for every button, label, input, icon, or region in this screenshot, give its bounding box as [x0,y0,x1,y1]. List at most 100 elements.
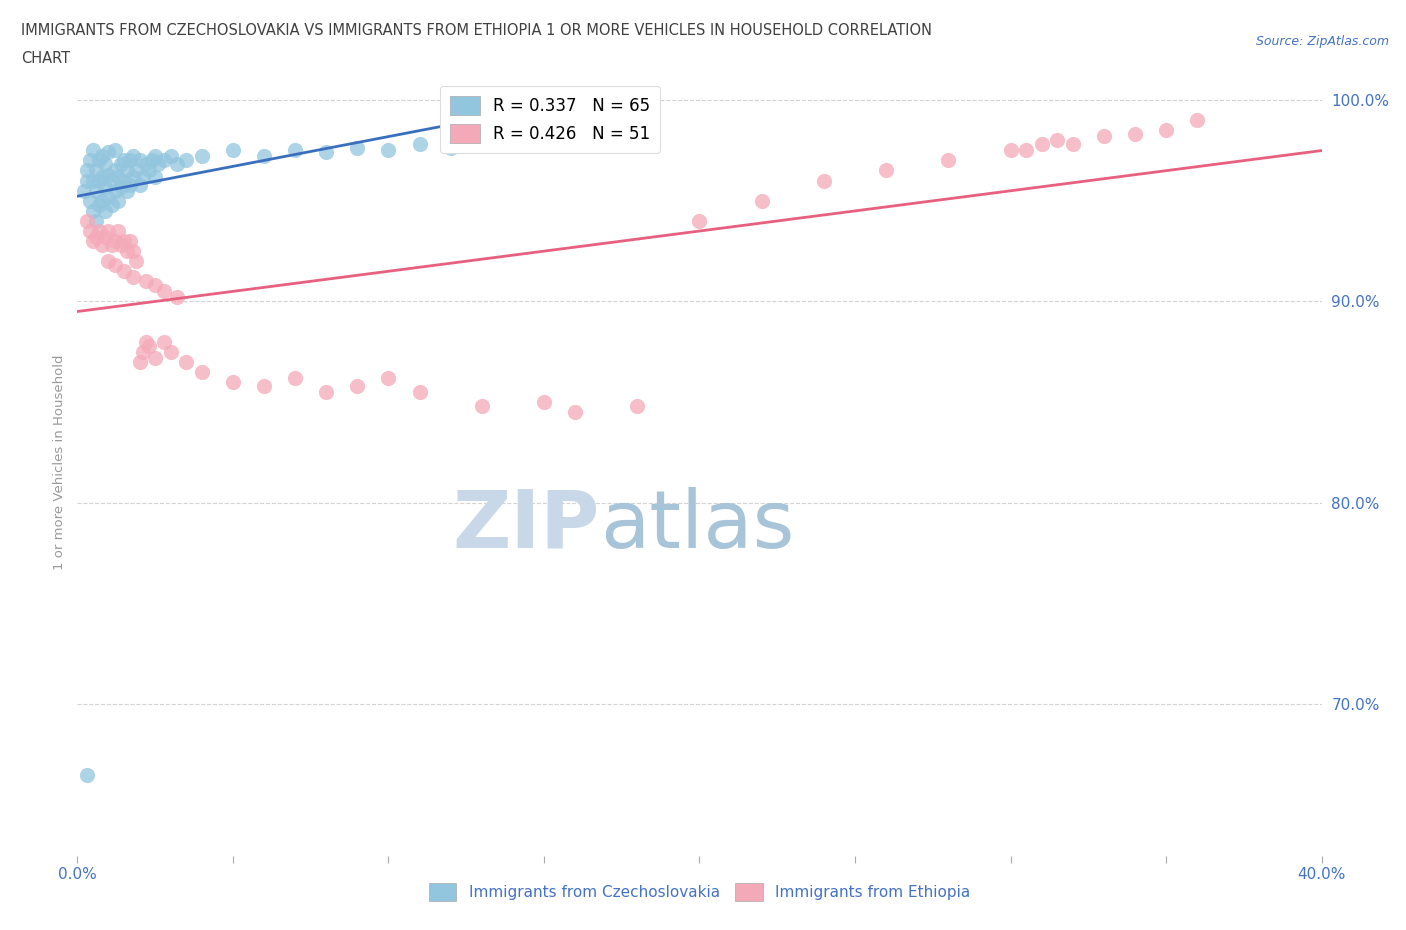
Immigrants from Ethiopia [222,375,245,390]
Immigrants from Czechoslovakia [72,183,94,198]
Immigrants from Ethiopia [97,254,120,269]
Immigrants from Czechoslovakia [97,189,120,204]
Immigrants from Czechoslovakia [471,137,494,152]
Immigrants from Ethiopia [377,370,399,385]
Legend: Immigrants from Czechoslovakia, Immigrants from Ethiopia: Immigrants from Czechoslovakia, Immigran… [423,877,976,907]
Immigrants from Czechoslovakia [191,149,214,164]
Immigrants from Ethiopia [143,278,166,293]
Immigrants from Czechoslovakia [94,179,117,194]
Immigrants from Ethiopia [1031,137,1053,152]
Immigrants from Ethiopia [1092,128,1115,143]
Immigrants from Czechoslovakia [110,179,132,194]
Immigrants from Ethiopia [91,237,114,252]
Immigrants from Czechoslovakia [84,183,107,198]
Immigrants from Czechoslovakia [79,153,101,167]
Immigrants from Czechoslovakia [104,143,127,158]
Immigrants from Czechoslovakia [82,143,104,158]
Immigrants from Ethiopia [125,254,148,269]
Immigrants from Czechoslovakia [87,153,110,167]
Immigrants from Czechoslovakia [125,163,148,178]
Immigrants from Czechoslovakia [76,173,98,188]
Text: CHART: CHART [21,51,70,66]
Immigrants from Czechoslovakia [166,157,188,172]
Text: IMMIGRANTS FROM CZECHOSLOVAKIA VS IMMIGRANTS FROM ETHIOPIA 1 OR MORE VEHICLES IN: IMMIGRANTS FROM CZECHOSLOVAKIA VS IMMIGR… [21,23,932,38]
Immigrants from Ethiopia [408,385,430,400]
Immigrants from Ethiopia [1154,123,1177,138]
Immigrants from Czechoslovakia [131,169,153,184]
Immigrants from Czechoslovakia [76,767,98,782]
Immigrants from Ethiopia [315,385,337,400]
Immigrants from Ethiopia [120,233,142,248]
Immigrants from Ethiopia [346,379,368,393]
Immigrants from Ethiopia [564,405,586,419]
Immigrants from Czechoslovakia [143,149,166,164]
Immigrants from Ethiopia [174,354,197,369]
Immigrants from Czechoslovakia [143,169,166,184]
Immigrants from Ethiopia [1187,113,1209,127]
Immigrants from Ethiopia [1046,133,1069,148]
Immigrants from Ethiopia [76,213,98,228]
Immigrants from Czechoslovakia [112,153,135,167]
Immigrants from Ethiopia [143,351,166,365]
Immigrants from Czechoslovakia [79,193,101,208]
Immigrants from Czechoslovakia [104,183,127,198]
Immigrants from Ethiopia [112,233,135,248]
Immigrants from Czechoslovakia [222,143,245,158]
Immigrants from Ethiopia [813,173,835,188]
Immigrants from Czechoslovakia [128,153,150,167]
Immigrants from Ethiopia [1000,143,1022,158]
Immigrants from Ethiopia [875,163,897,178]
Immigrants from Czechoslovakia [120,177,142,192]
Immigrants from Czechoslovakia [122,149,145,164]
Immigrants from Czechoslovakia [100,197,122,212]
Immigrants from Czechoslovakia [76,163,98,178]
Immigrants from Ethiopia [153,284,176,299]
Immigrants from Ethiopia [938,153,960,167]
Immigrants from Ethiopia [253,379,276,393]
Immigrants from Czechoslovakia [94,157,117,172]
Immigrants from Czechoslovakia [135,157,157,172]
Immigrants from Ethiopia [751,193,773,208]
Immigrants from Czechoslovakia [115,163,138,178]
Immigrants from Czechoslovakia [91,149,114,164]
Immigrants from Czechoslovakia [346,140,368,155]
Immigrants from Czechoslovakia [408,137,430,152]
Immigrants from Czechoslovakia [377,143,399,158]
Immigrants from Czechoslovakia [174,153,197,167]
Text: atlas: atlas [600,486,794,565]
Immigrants from Czechoslovakia [97,145,120,160]
Immigrants from Ethiopia [100,237,122,252]
Immigrants from Czechoslovakia [84,213,107,228]
Immigrants from Ethiopia [135,334,157,349]
Immigrants from Czechoslovakia [97,167,120,182]
Text: ZIP: ZIP [453,486,600,565]
Immigrants from Czechoslovakia [82,173,104,188]
Immigrants from Czechoslovakia [110,157,132,172]
Immigrants from Ethiopia [107,223,129,238]
Immigrants from Czechoslovakia [104,163,127,178]
Immigrants from Ethiopia [97,223,120,238]
Immigrants from Ethiopia [131,344,153,359]
Immigrants from Ethiopia [153,334,176,349]
Immigrants from Ethiopia [159,344,181,359]
Immigrants from Czechoslovakia [100,173,122,188]
Immigrants from Czechoslovakia [115,183,138,198]
Immigrants from Ethiopia [128,354,150,369]
Immigrants from Ethiopia [84,230,107,245]
Immigrants from Ethiopia [1062,137,1084,152]
Immigrants from Ethiopia [191,365,214,379]
Immigrants from Czechoslovakia [91,169,114,184]
Immigrants from Ethiopia [122,244,145,259]
Immigrants from Czechoslovakia [122,169,145,184]
Immigrants from Ethiopia [1123,126,1146,141]
Immigrants from Ethiopia [110,237,132,252]
Immigrants from Ethiopia [471,399,494,414]
Immigrants from Czechoslovakia [159,149,181,164]
Immigrants from Ethiopia [1015,143,1038,158]
Immigrants from Ethiopia [138,339,160,353]
Immigrants from Czechoslovakia [440,140,463,155]
Immigrants from Czechoslovakia [84,163,107,178]
Immigrants from Czechoslovakia [120,153,142,167]
Immigrants from Ethiopia [115,244,138,259]
Immigrants from Ethiopia [166,290,188,305]
